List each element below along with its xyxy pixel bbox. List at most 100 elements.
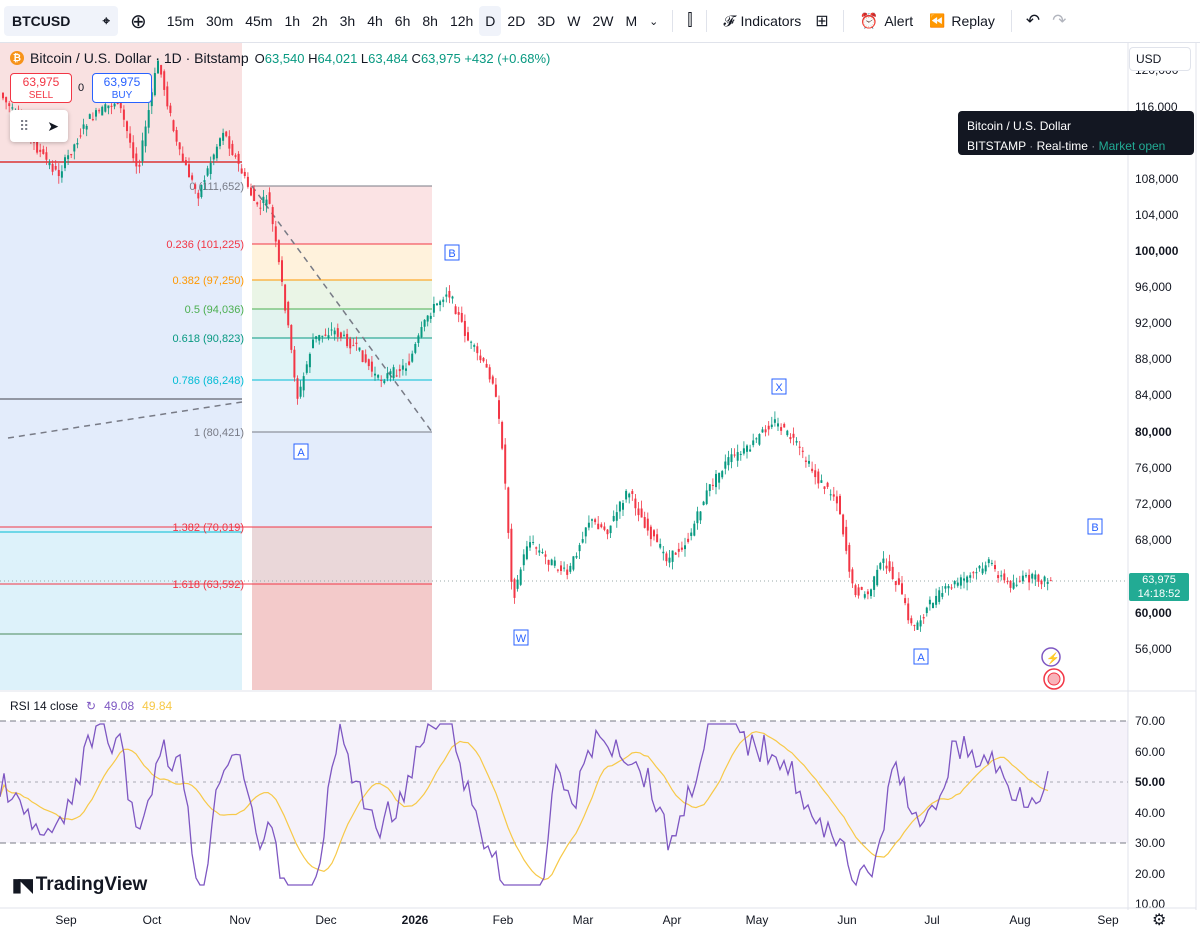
interval-d[interactable]: D <box>479 6 502 36</box>
candle-body <box>556 569 559 571</box>
interval-3h[interactable]: 3h <box>339 13 356 29</box>
time-axis-label: Feb <box>493 913 514 927</box>
candle-body <box>944 586 947 589</box>
candle-body <box>581 539 584 543</box>
candle-body <box>225 131 228 137</box>
candle-body <box>240 168 243 174</box>
time-axis[interactable]: Sep Oct Nov Dec 2026 Feb Mar Apr May Jun Jul Aug Sep <box>55 913 1119 927</box>
undo-icon[interactable]: ↶ <box>1025 11 1041 30</box>
interval-4h[interactable]: 4h <box>367 13 383 29</box>
wave-label-box[interactable] <box>913 648 929 665</box>
rsi-label[interactable]: RSI 14 close <box>10 699 79 713</box>
tradingview-logo[interactable]: ▮◥ TradingView <box>12 874 147 896</box>
cursor-icon[interactable]: ➤ <box>47 117 59 134</box>
candle-body <box>470 341 473 343</box>
interval-8h[interactable]: 8h <box>422 13 438 29</box>
candle-body <box>925 607 928 614</box>
interval-45m[interactable]: 45m <box>245 13 273 29</box>
candle-body <box>969 575 972 578</box>
refresh-icon[interactable]: ↻ <box>86 699 97 713</box>
candle-body <box>529 542 531 548</box>
candle-body <box>690 532 693 536</box>
interval-12h[interactable]: 12h <box>449 13 474 29</box>
price-axis-label: 76,000 <box>1135 461 1172 475</box>
settings-gear-icon[interactable]: ⚙ <box>1152 912 1166 929</box>
sell-button[interactable]: 63,975 SELL <box>10 73 72 103</box>
candle-body <box>516 579 519 589</box>
candle-body <box>104 104 107 112</box>
add-symbol-icon[interactable]: ⊕ <box>130 10 147 33</box>
candle-body <box>76 142 79 145</box>
rsi-legend: RSI 14 close ↻ 49.08 49.84 <box>10 699 172 713</box>
alert-button[interactable]: ⏰ Alert <box>852 6 921 36</box>
candle-body <box>2 92 4 99</box>
interval-30m[interactable]: 30m <box>206 13 234 29</box>
candle-type-icon[interactable]: ⫿ <box>687 12 693 29</box>
compare-symbol-icon[interactable]: ⌖ <box>102 13 110 28</box>
candle-body <box>339 332 342 338</box>
wave-label: A <box>917 652 925 664</box>
interval-1h[interactable]: 1h <box>284 13 301 29</box>
candle-body <box>739 453 742 455</box>
replay-button[interactable]: ⏪ Replay <box>921 6 1003 36</box>
interval-dropdown-icon[interactable]: ⌄ <box>649 15 659 28</box>
currency-selector[interactable]: USD <box>1129 47 1191 71</box>
interval-2w[interactable]: 2W <box>592 13 614 29</box>
interval-2h[interactable]: 2h <box>312 13 328 29</box>
symbol-legend: ₿ Bitcoin / U.S. Dollar · 1D · Bitstamp … <box>10 50 550 66</box>
trend-line[interactable] <box>251 185 433 433</box>
candle-body <box>82 124 85 129</box>
candle-body <box>343 334 345 336</box>
wave-label-box[interactable] <box>771 378 787 395</box>
candle-body <box>408 361 411 365</box>
candle-body <box>696 511 699 524</box>
wave-label-box[interactable] <box>513 629 529 646</box>
fib-zone-shade <box>252 432 432 527</box>
candle-body <box>231 143 234 156</box>
candle-body <box>764 429 767 433</box>
price-chart[interactable]: 0 (111,652) 0.236 (101,225) 0.382 (97,250)… <box>0 43 1200 934</box>
wave-label-box[interactable] <box>1087 518 1103 535</box>
candle-body <box>1018 580 1021 582</box>
candle-body <box>302 376 305 391</box>
layout-grid-icon[interactable]: ⊞ <box>815 13 829 30</box>
candle-body <box>194 184 197 189</box>
indicators-button[interactable]: 𝓕 Indicators <box>715 6 809 36</box>
interval-3d[interactable]: 3D <box>537 13 556 29</box>
symbol-search[interactable]: BTCUSD ⌖ <box>4 6 118 36</box>
candle-body <box>535 547 538 549</box>
legend-title[interactable]: Bitcoin / U.S. Dollar · 1D · Bitstamp <box>30 50 249 66</box>
candle-body <box>932 602 934 609</box>
time-axis-label: Oct <box>143 913 162 927</box>
candle-body <box>752 440 755 446</box>
wave-label-box[interactable] <box>444 244 460 261</box>
event-lightning-icon[interactable] <box>1041 647 1061 667</box>
interval-m[interactable]: M <box>625 13 638 29</box>
event-lightning-glyph: ⚡ <box>1046 652 1060 665</box>
candle-body <box>873 576 876 590</box>
candle-body <box>1021 575 1024 582</box>
price-axis-label: 100,000 <box>1135 244 1179 258</box>
candle-body <box>761 429 764 433</box>
interval-2d[interactable]: 2D <box>507 13 526 29</box>
candle-body <box>175 130 178 142</box>
candle-body <box>876 569 879 586</box>
candle-body <box>916 622 919 630</box>
interval-w[interactable]: W <box>567 13 581 29</box>
candle-body <box>429 315 432 319</box>
candle-body <box>584 527 587 537</box>
drawing-toolbar[interactable]: ⠿ ➤ <box>10 110 68 142</box>
buy-button[interactable]: 63,975 BUY <box>92 73 152 103</box>
drag-handle-icon[interactable]: ⠿ <box>19 117 30 134</box>
candle-body <box>566 569 569 575</box>
candle-body <box>829 494 832 496</box>
candle-body <box>959 577 962 586</box>
candle-body <box>395 375 398 377</box>
candle-body <box>277 240 280 263</box>
wave-label-box[interactable] <box>293 443 309 460</box>
candle-body <box>405 368 407 371</box>
candle-body <box>721 471 724 478</box>
redo-icon[interactable]: ↷ <box>1052 11 1067 30</box>
interval-15m[interactable]: 15m <box>166 13 194 29</box>
interval-6h[interactable]: 6h <box>394 13 411 29</box>
